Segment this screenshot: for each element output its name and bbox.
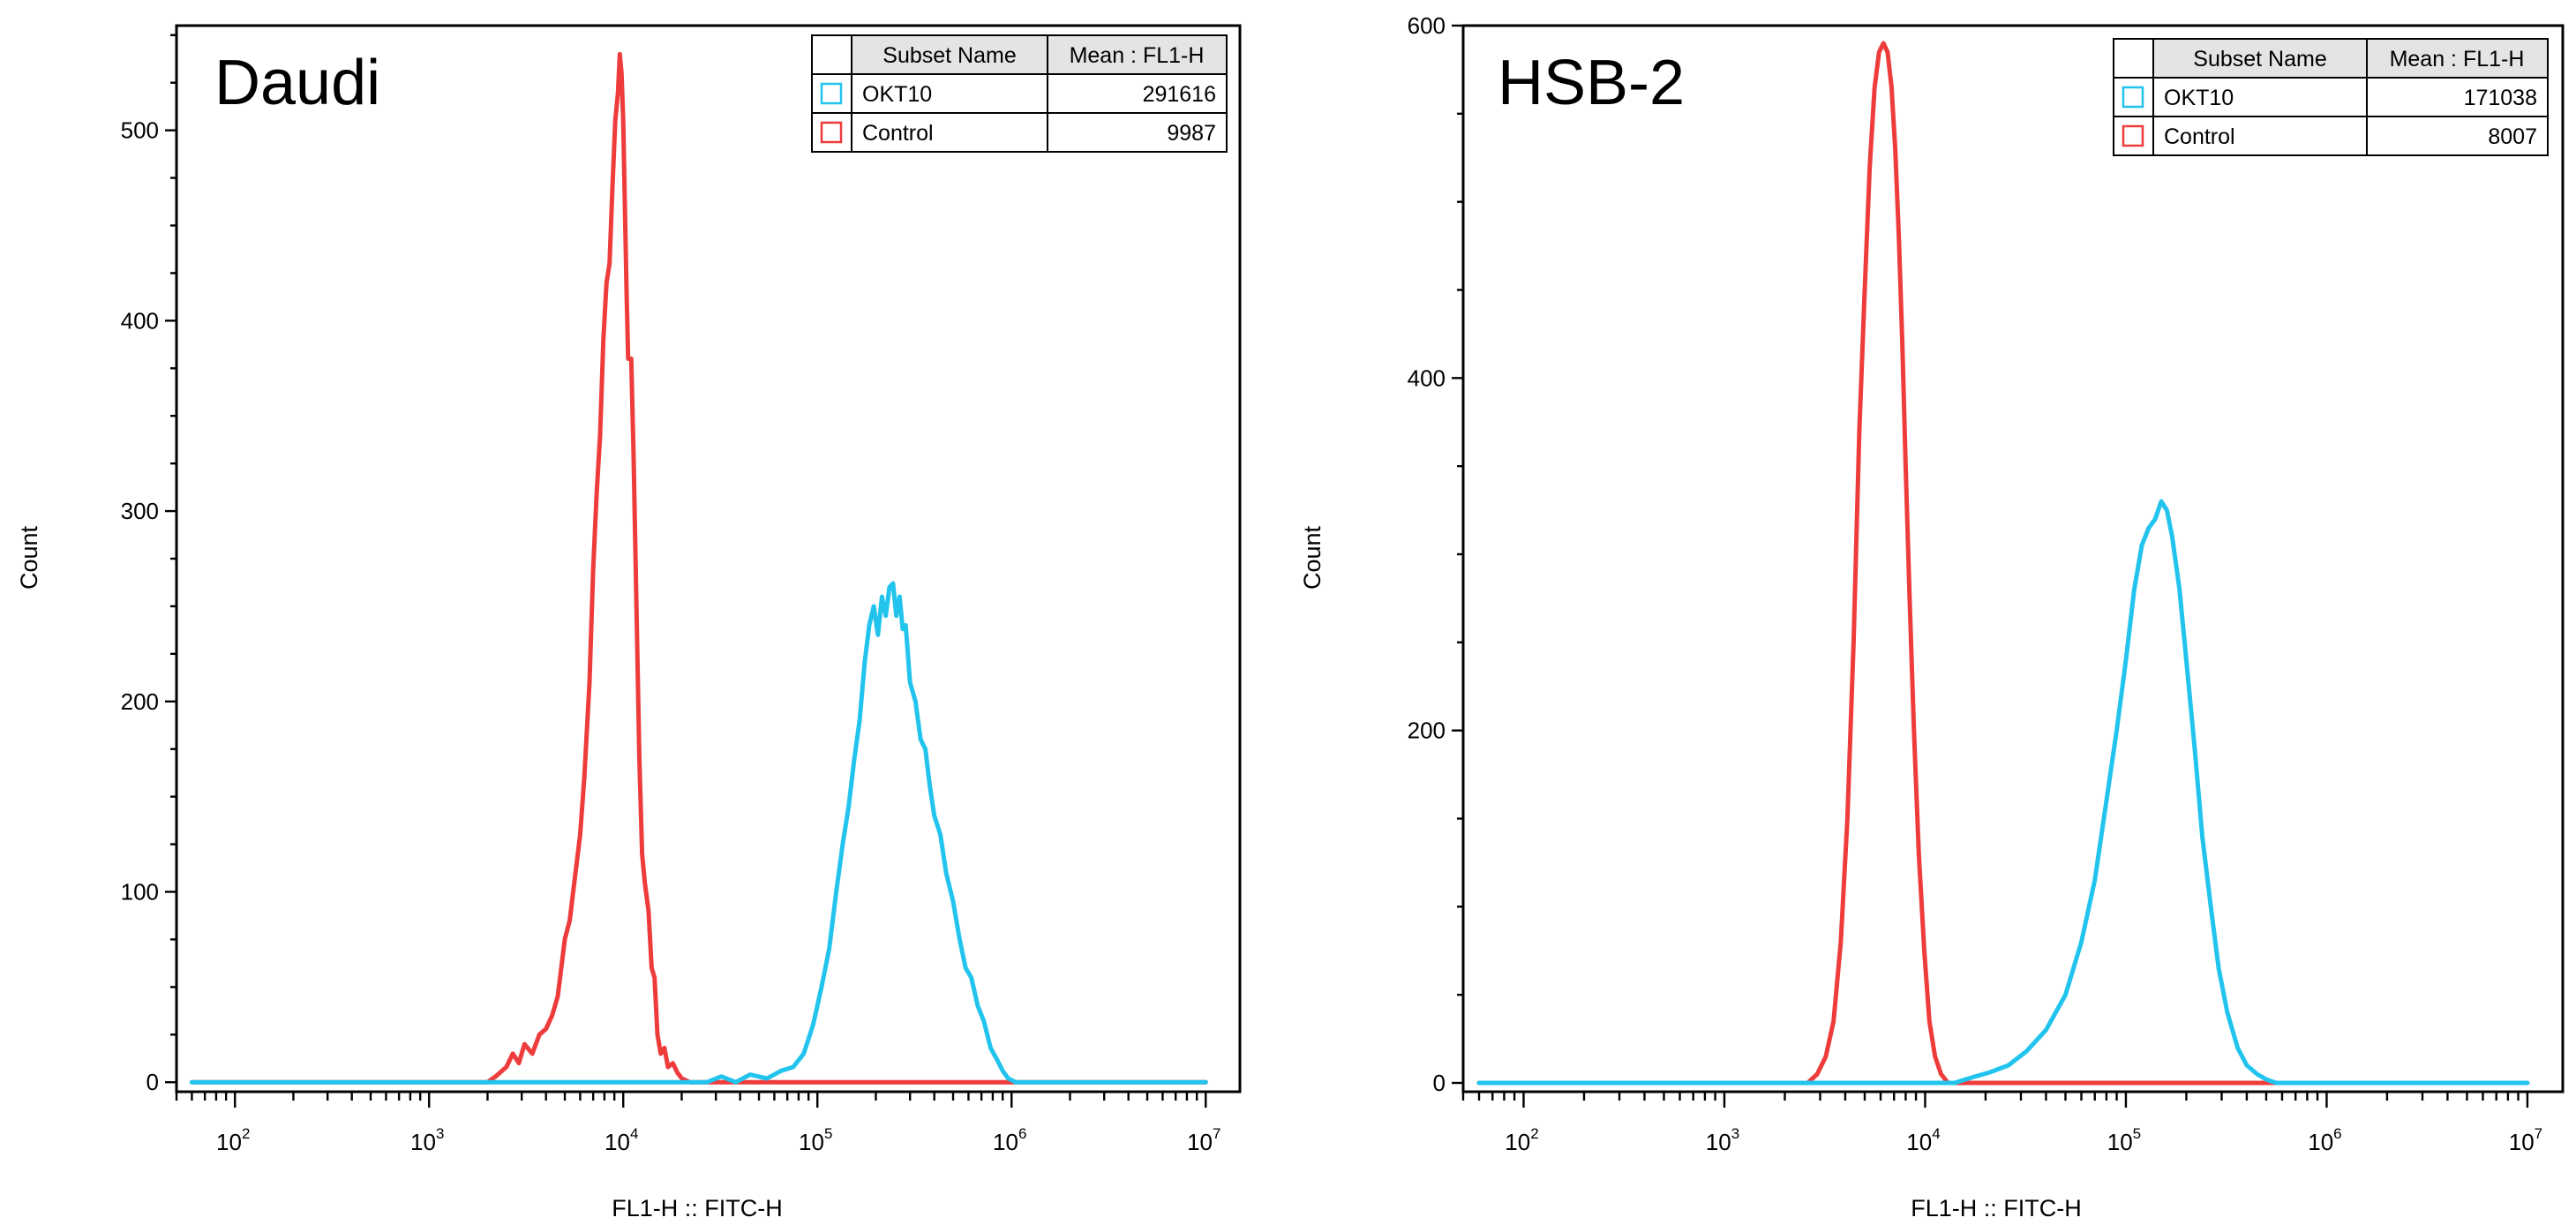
legend-cell — [2152, 116, 2368, 156]
series-okt10-curve — [189, 581, 1208, 1085]
legend-swatch-okt10 — [2122, 86, 2144, 109]
legend-cell — [2366, 77, 2549, 117]
y-tick-label: 600 — [1408, 12, 1446, 39]
y-axis-title: Count — [1299, 525, 1326, 590]
legend-header-mean: Mean : FL1-H — [1070, 43, 1205, 68]
legend-header-cell — [2152, 38, 2368, 79]
x-axis-title: FL1-H :: FITC-H — [612, 1195, 783, 1221]
legend-header-subset-name: Subset Name — [2193, 47, 2326, 71]
y-axis-title: Count — [16, 525, 42, 590]
y-tick-label: 300 — [121, 498, 159, 524]
legend-corner-cell — [811, 34, 852, 75]
legend-row-name: OKT10 — [862, 82, 932, 107]
plot-frame — [175, 24, 1242, 1093]
legend-swatch-control — [2122, 124, 2144, 147]
legend-swatch-control — [820, 121, 843, 144]
legend-row-mean: 9987 — [1167, 121, 1216, 146]
legend-corner-cell — [2113, 38, 2154, 79]
legend-cell — [851, 112, 1048, 153]
x-tick-label: 105 — [799, 1125, 832, 1155]
y-tick-label: 500 — [121, 117, 159, 144]
legend-swatch-okt10 — [820, 82, 843, 105]
legend-header-cell — [851, 34, 1048, 75]
x-tick-label: 104 — [605, 1125, 638, 1155]
y-tick-label: 400 — [1408, 364, 1446, 391]
legend-row-name: Control — [862, 121, 934, 146]
series-control-curve — [189, 51, 1208, 1085]
legend-header-subset-name: Subset Name — [882, 43, 1016, 68]
histogram-curves — [1476, 41, 2530, 1086]
plot-frame — [1461, 24, 2565, 1093]
x-tick-label: 105 — [2107, 1125, 2141, 1155]
legend-cell — [851, 73, 1048, 114]
y-tick-label: 200 — [1408, 718, 1446, 744]
legend-cell — [1047, 112, 1228, 153]
x-tick-label: 103 — [1706, 1125, 1739, 1155]
legend-row-mean: 8007 — [2488, 124, 2537, 149]
legend-table: Subset Name Mean : FL1-H OKT10 171038 Co… — [2113, 38, 2549, 156]
y-tick-label: 400 — [121, 307, 159, 334]
y-axis-ticks: 0 200 400 600 — [1408, 12, 1463, 1096]
histogram-curves — [189, 51, 1208, 1085]
x-tick-label: 103 — [410, 1125, 444, 1155]
x-tick-label: 106 — [2308, 1125, 2341, 1155]
legend-row-name: OKT10 — [2164, 86, 2234, 110]
legend-row-mean: 291616 — [1143, 82, 1216, 107]
legend-header-cell — [2366, 38, 2549, 79]
series-control-curve — [1476, 41, 2530, 1086]
x-axis-ticks: 102 103 104 105 106 107 — [175, 1092, 1220, 1155]
x-tick-label: 102 — [216, 1125, 250, 1155]
x-tick-label: 106 — [993, 1125, 1026, 1155]
panel-title: HSB-2 — [1498, 48, 1685, 118]
legend-row-name: Control — [2164, 124, 2235, 149]
x-axis-title: FL1-H :: FITC-H — [1911, 1195, 2082, 1221]
x-tick-label: 104 — [1906, 1125, 1940, 1155]
x-tick-label: 107 — [2509, 1125, 2542, 1155]
x-tick-label: 107 — [1187, 1125, 1220, 1155]
y-tick-label: 200 — [121, 688, 159, 715]
series-okt10-curve — [1476, 499, 2530, 1086]
legend-row-mean: 171038 — [2464, 86, 2537, 110]
x-axis-ticks: 102 103 104 105 106 107 — [1461, 1092, 2542, 1155]
y-axis-ticks: 0 100 200 300 400 500 — [121, 34, 176, 1095]
legend-cell — [2366, 116, 2549, 156]
panel-title: Daudi — [214, 48, 380, 118]
legend-header-mean: Mean : FL1-H — [2390, 47, 2525, 71]
y-tick-label: 0 — [146, 1069, 159, 1095]
x-tick-label: 102 — [1505, 1125, 1538, 1155]
hsb2-histogram-panel: 0 200 400 600 102 103 104 105 106 107 HSB-2 FL1-… — [1299, 12, 2565, 1221]
legend-header-cell — [1047, 34, 1228, 75]
legend-table: Subset Name Mean : FL1-H OKT10 291616 Co… — [811, 34, 1228, 153]
y-tick-label: 0 — [1433, 1070, 1446, 1096]
y-tick-label: 100 — [121, 879, 159, 906]
daudi-histogram-panel: 0 100 200 300 400 500 102 103 104 105 106 107 Daud… — [16, 24, 1242, 1221]
